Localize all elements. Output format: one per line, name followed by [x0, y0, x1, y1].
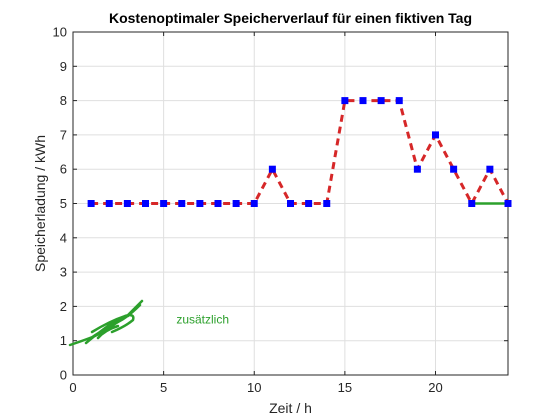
x-axis-label: Zeit / h — [269, 400, 312, 416]
data-point-marker — [196, 200, 204, 207]
y-axis-label: Speicherladung / kWh — [32, 135, 48, 272]
data-point-marker — [287, 200, 294, 207]
data-point-marker — [504, 200, 512, 207]
y-tick-label: 5 — [60, 196, 67, 211]
chart-title: Kostenoptimaler Speicherverlauf für eine… — [109, 10, 472, 26]
data-point-marker — [142, 200, 149, 207]
axis-ticks: 0 5 10 15 20 0 1 2 3 4 5 6 7 8 9 10 — [53, 25, 508, 395]
data-point-marker — [305, 200, 313, 207]
y-tick-label: 0 — [60, 368, 67, 383]
y-tick-label: 10 — [53, 25, 67, 40]
y-tick-label: 3 — [60, 265, 67, 280]
series — [87, 97, 512, 207]
x-tick-label: 5 — [160, 380, 167, 395]
data-point-marker — [377, 97, 385, 105]
annotation-label: zusätzlich — [176, 313, 229, 327]
y-tick-label: 9 — [60, 59, 67, 74]
handwritten-scribble — [68, 299, 144, 347]
x-tick-label: 20 — [428, 380, 442, 395]
data-point-marker — [413, 165, 421, 173]
y-tick-label: 1 — [60, 333, 67, 348]
data-point-marker — [486, 165, 494, 173]
x-tick-label: 10 — [247, 380, 261, 395]
data-point-marker — [105, 200, 113, 207]
data-point-marker — [450, 165, 458, 173]
data-point-marker — [160, 200, 168, 207]
y-tick-label: 4 — [60, 230, 67, 245]
y-tick-label: 8 — [60, 93, 67, 108]
x-tick-label: 15 — [338, 380, 352, 395]
x-tick-label: 0 — [69, 380, 76, 395]
data-point-marker — [123, 200, 131, 207]
y-tick-label: 2 — [60, 299, 67, 314]
data-point-marker — [214, 200, 222, 207]
data-point-marker — [432, 131, 439, 139]
data-point-marker — [268, 165, 276, 173]
data-point-marker — [232, 200, 240, 207]
data-point-marker — [359, 97, 367, 105]
data-point-marker — [250, 200, 258, 207]
data-point-marker — [178, 200, 186, 207]
storage-series-line — [91, 99, 510, 205]
y-tick-label: 7 — [60, 127, 67, 142]
data-point-marker — [341, 97, 349, 105]
y-tick-label: 6 — [60, 162, 67, 177]
data-point-marker — [323, 200, 331, 207]
data-point-marker — [87, 200, 95, 207]
data-point-marker — [468, 200, 476, 207]
data-point-marker — [395, 97, 403, 105]
